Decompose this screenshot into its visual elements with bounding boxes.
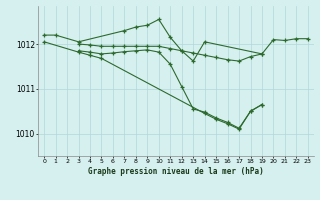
X-axis label: Graphe pression niveau de la mer (hPa): Graphe pression niveau de la mer (hPa) (88, 167, 264, 176)
